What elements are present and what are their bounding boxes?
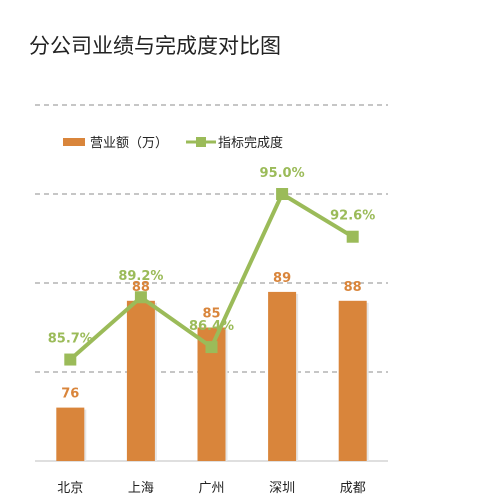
bar-label-3: 89 <box>273 271 291 286</box>
bar-3 <box>268 291 297 461</box>
legend-line-marker <box>196 137 206 147</box>
line-label-3: 95.0% <box>260 166 305 181</box>
line-marker-4 <box>346 230 359 243</box>
data-labels: 76 88 85 89 88 85.7% 89.2% 86.4% 95.0% 92.6% <box>48 166 376 402</box>
bar-label-2: 85 <box>202 307 220 322</box>
bar-4 <box>338 300 367 461</box>
chart-title: 分公司业绩与完成度对比图 <box>29 34 281 58</box>
line-marker-2 <box>205 341 218 354</box>
x-tick-label-1: 上海 <box>128 481 154 496</box>
x-tick-label-3: 深圳 <box>269 481 295 496</box>
line-series <box>64 188 359 366</box>
bar-0 <box>56 407 85 461</box>
line-label-4: 92.6% <box>330 209 375 224</box>
line-label-2: 86.4% <box>189 319 234 334</box>
line-marker-0 <box>64 353 77 366</box>
line-marker-1 <box>134 291 147 304</box>
bar-label-4: 88 <box>344 280 362 295</box>
x-tick-label-2: 广州 <box>198 481 224 496</box>
x-tick-label-0: 北京 <box>57 481 83 496</box>
bar-1 <box>126 300 155 461</box>
legend-bar-label: 营业额（万） <box>90 136 168 151</box>
x-axis-ticks: 北京 上海 广州 深圳 成都 <box>57 481 365 496</box>
legend: 营业额（万） 指标完成度 <box>63 135 283 151</box>
bar-series <box>56 291 369 461</box>
bar-label-0: 76 <box>61 387 79 402</box>
line-marker-3 <box>276 188 289 200</box>
legend-bar-swatch <box>63 138 85 146</box>
x-tick-label-4: 成都 <box>340 481 366 496</box>
line-label-1: 89.2% <box>118 269 163 284</box>
line-label-0: 85.7% <box>48 332 93 347</box>
legend-line-label: 指标完成度 <box>218 135 283 151</box>
bar-label-1: 88 <box>132 280 150 295</box>
